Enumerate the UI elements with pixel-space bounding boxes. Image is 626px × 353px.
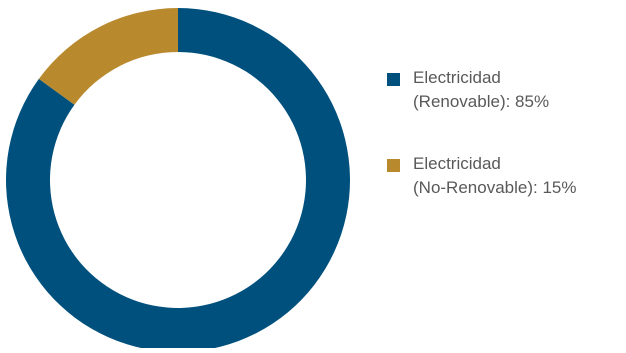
legend-swatch-non-renewable: [387, 159, 400, 172]
legend-item-non-renewable: Electricidad (No-Renovable): 15%: [387, 152, 623, 200]
legend-label-non-renewable-line2: (No-Renovable): 15%: [413, 178, 577, 197]
legend-label-renewable-line2: (Renovable): 85%: [413, 92, 550, 111]
legend: Electricidad (Renovable): 85% Electricid…: [387, 66, 623, 238]
legend-label-renewable-line1: Electricidad: [413, 68, 501, 87]
legend-swatch-renewable: [387, 73, 400, 86]
legend-label-non-renewable-line1: Electricidad: [413, 154, 501, 173]
donut-slice-non-renewable: [38, 8, 178, 105]
legend-item-renewable: Electricidad (Renovable): 85%: [387, 66, 623, 114]
